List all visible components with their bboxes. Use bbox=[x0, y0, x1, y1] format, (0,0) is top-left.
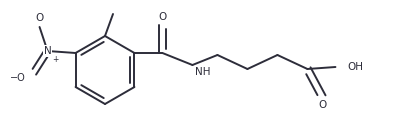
Text: +: + bbox=[52, 55, 58, 63]
Text: OH: OH bbox=[346, 62, 362, 72]
Text: −O: −O bbox=[10, 73, 25, 83]
Text: O: O bbox=[35, 13, 44, 23]
Text: NH: NH bbox=[195, 67, 210, 77]
Text: O: O bbox=[158, 12, 166, 22]
Text: O: O bbox=[317, 100, 326, 110]
Text: N: N bbox=[44, 46, 51, 56]
